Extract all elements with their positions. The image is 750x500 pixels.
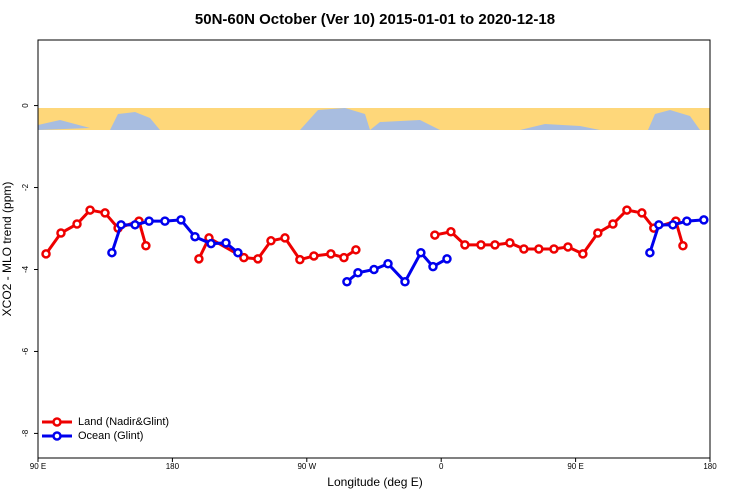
point [446, 227, 456, 237]
point [141, 240, 151, 251]
series-line [110, 218, 704, 285]
legend-label: Ocean (Glint) [78, 430, 143, 442]
point [85, 205, 95, 215]
point [190, 231, 200, 242]
point [351, 245, 361, 255]
point [476, 240, 486, 250]
point [534, 244, 544, 254]
point [654, 220, 664, 230]
point [549, 244, 559, 254]
point [416, 247, 426, 258]
y-tick-label: -2 [21, 183, 30, 191]
y-axis-label: XCO2 - MLO trend (ppm) [0, 182, 14, 317]
point [280, 233, 290, 243]
point [668, 220, 678, 230]
point [100, 208, 110, 218]
point [160, 216, 170, 226]
point [563, 242, 573, 252]
point [342, 277, 352, 287]
point [622, 205, 632, 215]
chart-title: 50N-60N October (Ver 10) 2015-01-01 to 2… [195, 11, 555, 28]
point [369, 264, 379, 275]
map-band [38, 108, 710, 130]
point [442, 254, 452, 264]
point [107, 247, 117, 258]
x-tick-label: 180 [166, 462, 180, 471]
x-axis-label: Longitude (deg E) [327, 475, 422, 489]
x-tick-label: 180 [703, 462, 717, 471]
point [490, 240, 500, 250]
y-tick-label: 0 [21, 103, 30, 108]
point [206, 238, 216, 249]
plot-frame [37, 39, 711, 459]
point [678, 240, 688, 251]
point [194, 254, 204, 264]
point [505, 238, 515, 248]
point [130, 220, 140, 230]
point [353, 268, 363, 278]
point [116, 220, 126, 230]
point [295, 254, 305, 265]
point [233, 247, 243, 258]
point [578, 249, 588, 259]
point [637, 208, 647, 218]
point [699, 215, 709, 225]
x-tick-label: 0 [439, 462, 444, 471]
point [519, 244, 529, 254]
y-tick-label: -6 [21, 347, 30, 355]
point [608, 219, 618, 229]
point [56, 228, 66, 238]
point [682, 216, 692, 226]
point [430, 230, 440, 240]
point [383, 259, 393, 269]
y-tick-label: -4 [21, 265, 30, 273]
x-tick-label: 90 E [30, 462, 46, 471]
point [309, 251, 319, 261]
y-tick-label: -8 [21, 429, 30, 437]
point [239, 252, 249, 263]
x-tick-label: 90 E [567, 462, 583, 471]
legend-label: Land (Nadir&Glint) [78, 416, 169, 428]
point [460, 240, 470, 250]
point [326, 249, 336, 259]
point [645, 247, 655, 258]
x-tick-label: 90 W [297, 462, 316, 471]
point [176, 215, 186, 225]
legend-marker [52, 417, 62, 427]
point [41, 249, 51, 259]
point [144, 216, 154, 226]
point [428, 261, 438, 272]
point [266, 236, 276, 246]
point [400, 277, 410, 287]
legend-marker [52, 431, 62, 441]
point [253, 254, 263, 264]
point [72, 219, 82, 229]
point [593, 228, 603, 238]
point [339, 252, 349, 263]
point [221, 238, 231, 248]
